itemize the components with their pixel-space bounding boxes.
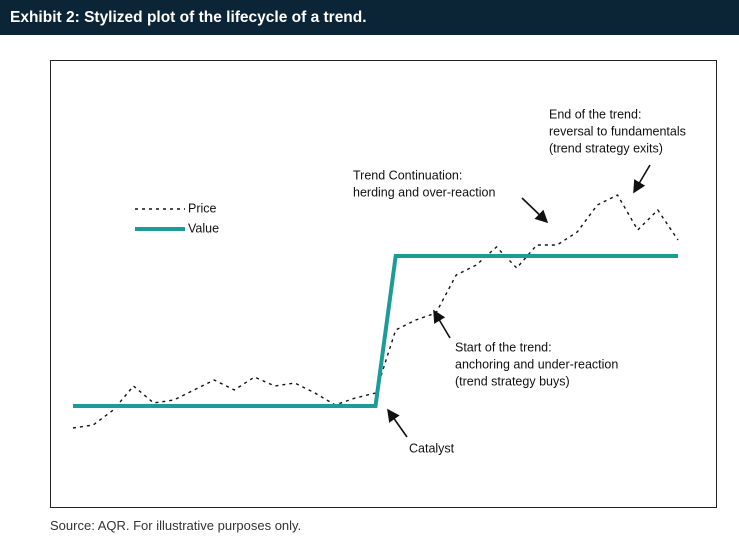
annotation-arrow [433, 309, 451, 339]
annotation-text: anchoring and under-reaction [455, 357, 618, 371]
title-bar: Exhibit 2: Stylized plot of the lifecycl… [0, 0, 739, 35]
annotation-text: reversal to fundamentals [549, 124, 686, 138]
annotation-text: herding and over-reaction [353, 185, 495, 199]
annotation-text: Trend Continuation: [353, 168, 462, 182]
legend-label: Value [188, 221, 219, 235]
annotation-arrow [387, 408, 408, 438]
series-line [73, 254, 678, 408]
annotation-text: End of the trend: [549, 107, 641, 121]
annotation-text: (trend strategy buys) [455, 374, 570, 388]
chart-title: Exhibit 2: Stylized plot of the lifecycl… [10, 9, 367, 26]
annotation-arrow [633, 164, 651, 194]
annotation-text: (trend strategy exits) [549, 141, 663, 155]
legend-label: Price [188, 201, 217, 215]
annotation-text: Start of the trend: [455, 340, 552, 354]
annotation-text: Catalyst [409, 441, 455, 455]
annotation-arrow [521, 197, 549, 224]
plot-frame [50, 60, 717, 508]
source-note: Source: AQR. For illustrative purposes o… [50, 518, 302, 533]
